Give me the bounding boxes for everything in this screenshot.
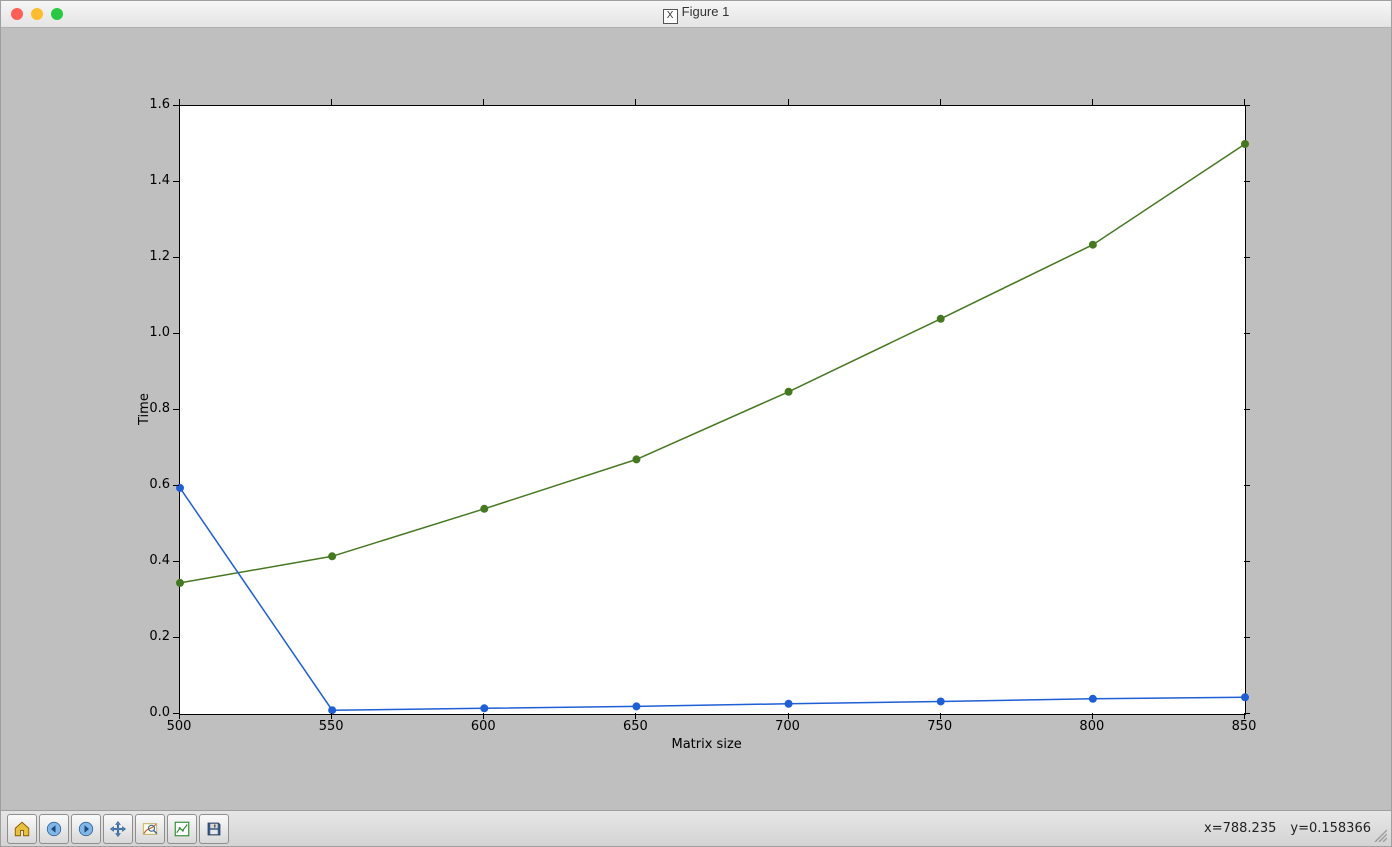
x-tick — [940, 99, 941, 105]
y-tick — [173, 257, 179, 258]
marker-blue-series — [785, 700, 793, 708]
y-tick — [173, 561, 179, 562]
marker-blue-series — [1089, 695, 1097, 703]
cursor-y-readout: y=0.158366 — [1290, 821, 1371, 836]
minimize-icon[interactable] — [31, 8, 43, 20]
x-tick-label: 500 — [164, 719, 194, 734]
x-tick-label: 550 — [316, 719, 346, 734]
resize-grip-icon[interactable] — [1373, 828, 1387, 842]
marker-blue-series — [480, 704, 488, 712]
x-tick-label: 800 — [1077, 719, 1107, 734]
marker-green-series — [1241, 140, 1249, 148]
y-tick — [173, 713, 179, 714]
y-tick — [1244, 105, 1250, 106]
forward-button[interactable] — [71, 814, 101, 844]
pan-button[interactable] — [103, 814, 133, 844]
marker-blue-series — [937, 697, 945, 705]
x-axis-label: Matrix size — [672, 737, 742, 752]
zoom-rect-icon — [141, 820, 159, 838]
y-tick — [173, 105, 179, 106]
window-title: X Figure 1 — [1, 4, 1391, 24]
y-tick — [173, 485, 179, 486]
y-tick — [1244, 333, 1250, 334]
marker-green-series — [1089, 241, 1097, 249]
x-tick-label: 600 — [468, 719, 498, 734]
plot-area[interactable] — [180, 106, 1245, 714]
y-tick — [1244, 637, 1250, 638]
y-tick-label: 0.6 — [149, 477, 170, 492]
y-tick-label: 0.0 — [149, 705, 170, 720]
marker-green-series — [632, 455, 640, 463]
y-tick-label: 1.6 — [149, 97, 170, 112]
x11-icon: X — [663, 9, 678, 24]
forward-icon — [77, 820, 95, 838]
cursor-x-readout: x=788.235 — [1204, 821, 1276, 836]
line-blue-series — [180, 488, 1245, 710]
x-tick-label: 650 — [620, 719, 650, 734]
y-tick — [1244, 409, 1250, 410]
y-tick-label: 0.4 — [149, 553, 170, 568]
y-tick-label: 1.4 — [149, 173, 170, 188]
figure-window: XFigure 1 Time Matrix size 5005506006507… — [0, 0, 1392, 847]
x-tick — [483, 99, 484, 105]
y-tick — [1244, 561, 1250, 562]
x-tick-label: 700 — [773, 719, 803, 734]
marker-green-series — [937, 315, 945, 323]
back-icon — [45, 820, 63, 838]
y-tick-label: 0.2 — [149, 629, 170, 644]
line-green-series — [180, 144, 1245, 583]
x-tick — [635, 99, 636, 105]
y-tick-label: 1.2 — [149, 249, 170, 264]
x-tick — [179, 99, 180, 105]
window-title-text: Figure 1 — [682, 4, 730, 19]
matplotlib-toolbar: x=788.235 y=0.158366 — [1, 810, 1391, 846]
marker-green-series — [785, 388, 793, 396]
save-icon — [205, 820, 223, 838]
y-tick — [173, 409, 179, 410]
y-tick — [173, 333, 179, 334]
close-icon[interactable] — [11, 8, 23, 20]
subplots-icon — [173, 820, 191, 838]
y-tick — [1244, 713, 1250, 714]
back-button[interactable] — [39, 814, 69, 844]
axes[interactable] — [179, 105, 1246, 715]
marker-green-series — [480, 505, 488, 513]
zoom-icon[interactable] — [51, 8, 63, 20]
y-tick-label: 0.8 — [149, 401, 170, 416]
marker-blue-series — [632, 702, 640, 710]
zoom-button[interactable] — [135, 814, 165, 844]
subplots-button[interactable] — [167, 814, 197, 844]
pan-icon — [109, 820, 127, 838]
x-tick — [331, 99, 332, 105]
marker-green-series — [176, 579, 184, 587]
traffic-lights — [1, 8, 63, 20]
x-tick-label: 750 — [925, 719, 955, 734]
x-tick — [1092, 99, 1093, 105]
y-tick-label: 1.0 — [149, 325, 170, 340]
save-button[interactable] — [199, 814, 229, 844]
marker-blue-series — [1241, 693, 1249, 701]
y-tick — [1244, 181, 1250, 182]
y-tick — [173, 181, 179, 182]
x-tick-label: 850 — [1229, 719, 1259, 734]
figure-canvas[interactable]: Time Matrix size 50055060065070075080085… — [17, 35, 1374, 790]
y-tick — [1244, 257, 1250, 258]
titlebar: X Figure 1 — [1, 1, 1391, 28]
y-tick — [173, 637, 179, 638]
marker-green-series — [328, 552, 336, 560]
y-tick — [1244, 485, 1250, 486]
home-icon — [13, 820, 31, 838]
home-button[interactable] — [7, 814, 37, 844]
x-tick — [788, 99, 789, 105]
